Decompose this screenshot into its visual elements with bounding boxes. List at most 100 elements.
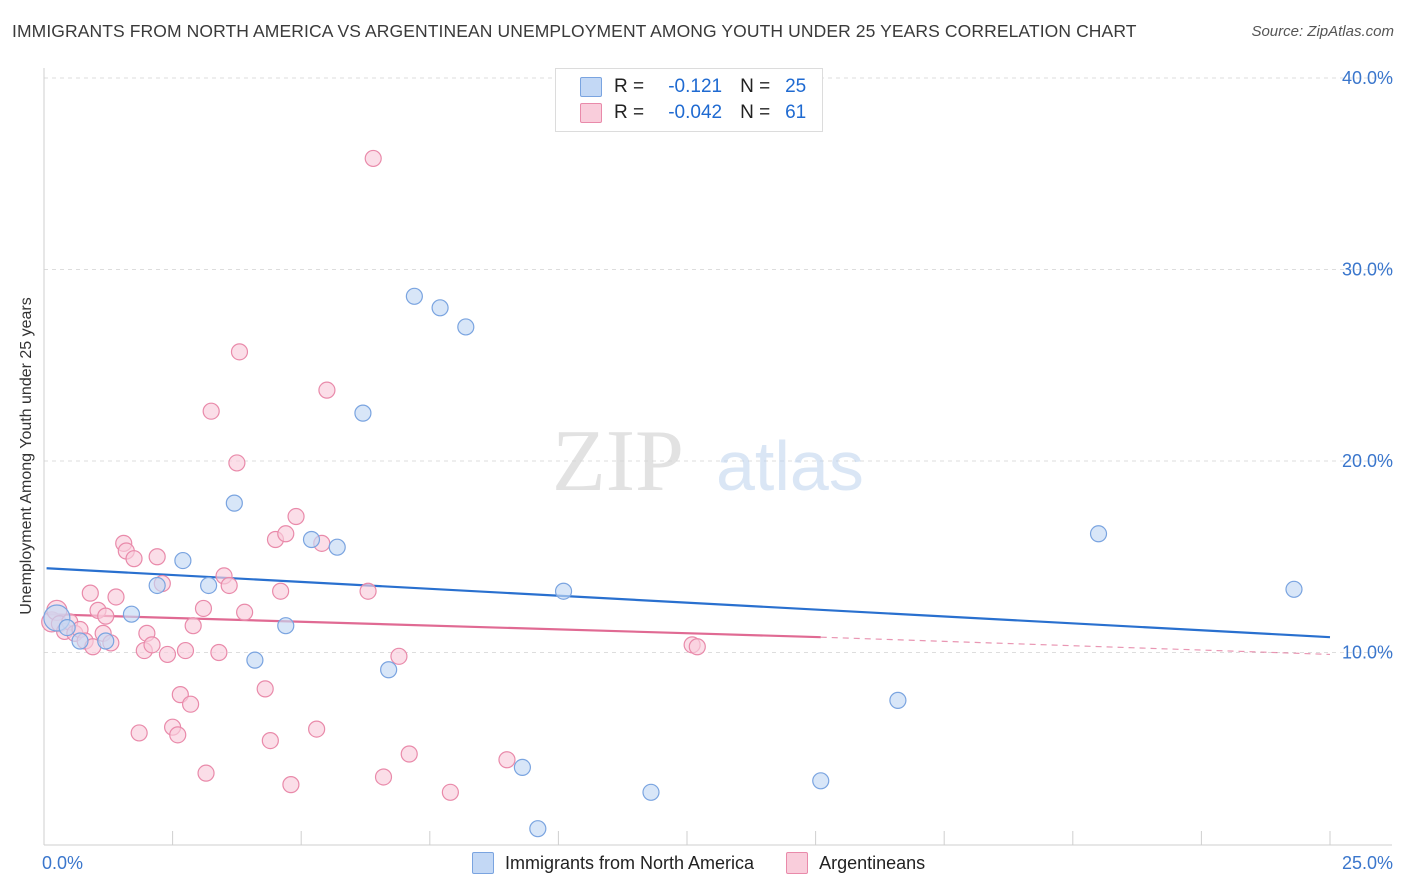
grid-lines [44, 77, 1392, 653]
point-argentineans [256, 680, 274, 698]
y-tick-label: 30.0% [1342, 260, 1393, 280]
point-north-america [431, 299, 449, 317]
point-argentineans [130, 724, 148, 742]
point-argentineans [182, 695, 200, 713]
point-north-america [554, 582, 573, 600]
point-argentineans [97, 607, 115, 625]
legend-swatch-blue [580, 77, 602, 97]
stats-legend: R = -0.121 N = 25 R = -0.042 N = 61 [555, 68, 823, 132]
point-argentineans [277, 525, 295, 543]
series-swatch-pink [786, 852, 809, 874]
point-argentineans [158, 645, 177, 664]
point-argentineans [107, 588, 125, 606]
point-north-america [457, 318, 475, 336]
point-argentineans [498, 751, 516, 769]
source-note: Source: ZipAtlas.com [1251, 23, 1394, 40]
point-north-america [642, 783, 660, 801]
point-argentineans [81, 584, 99, 602]
point-north-america [225, 494, 243, 512]
point-north-america [513, 758, 531, 777]
series-swatch-blue [472, 852, 494, 874]
point-argentineans [194, 599, 213, 618]
point-argentineans [287, 507, 305, 526]
series-label: Immigrants from North America [505, 852, 755, 873]
legend-n-label: N = [740, 102, 771, 123]
point-north-america [380, 661, 398, 679]
legend-r-label: R = [614, 102, 645, 123]
point-argentineans [359, 582, 377, 600]
point-argentineans [143, 636, 161, 654]
legend-r-value: -0.121 [668, 76, 723, 97]
chart-title: IMMIGRANTS FROM NORTH AMERICA VS ARGENTI… [12, 21, 1137, 41]
point-argentineans [272, 582, 290, 600]
point-argentineans [441, 783, 459, 801]
point-north-america [71, 632, 89, 650]
point-north-america [1285, 580, 1303, 598]
point-north-america [174, 551, 192, 570]
point-north-america [58, 619, 76, 637]
trend-line-north-america [46, 567, 1331, 639]
point-argentineans [230, 343, 249, 361]
series-legend-item: Argentineans [786, 852, 925, 874]
point-argentineans [261, 731, 279, 750]
point-argentineans [169, 726, 187, 744]
x-tick-label: 0.0% [42, 853, 83, 873]
legend-n-value: 61 [785, 102, 807, 123]
point-north-america [889, 691, 907, 709]
y-axis-label: Unemployment Among Youth under 25 years [18, 297, 35, 615]
legend-r-value: -0.042 [668, 102, 723, 123]
point-argentineans [364, 149, 382, 168]
legend-n-label: N = [740, 76, 771, 97]
point-argentineans [400, 745, 418, 763]
point-argentineans [148, 548, 166, 566]
watermark-zip: ZIP [552, 413, 684, 510]
point-north-america [328, 538, 346, 556]
x-tick-labels: 0.0% 25.0% [42, 853, 1393, 873]
point-north-america [529, 820, 547, 838]
point-north-america [812, 772, 830, 790]
y-tick-label: 10.0% [1342, 643, 1393, 663]
series-legend-item: Immigrants from North America [472, 852, 754, 874]
y-tick-label: 20.0% [1342, 451, 1393, 471]
point-argentineans [282, 776, 300, 794]
point-north-america [1089, 525, 1108, 543]
point-argentineans [184, 617, 202, 635]
legend-row-north-america: R = -0.121 N = 25 [580, 74, 806, 100]
point-argentineans [374, 768, 393, 786]
legend-r-label: R = [614, 76, 645, 97]
point-north-america [97, 632, 115, 650]
point-argentineans [688, 638, 706, 656]
point-north-america [277, 617, 295, 635]
point-argentineans [176, 641, 195, 660]
x-tick-label: 25.0% [1342, 853, 1393, 873]
data-points [41, 149, 1303, 838]
legend-swatch-pink [580, 103, 602, 123]
point-argentineans [236, 603, 254, 621]
point-argentineans [228, 454, 246, 472]
point-argentineans [125, 550, 143, 568]
point-north-america [354, 404, 372, 422]
trend-line-argentineans [46, 613, 821, 639]
legend-row-argentineans: R = -0.042 N = 61 [580, 100, 806, 126]
series-legend: Immigrants from North America Argentinea… [472, 852, 957, 874]
point-argentineans [220, 576, 238, 595]
point-north-america [405, 287, 423, 305]
series-label: Argentineans [819, 852, 926, 873]
point-argentineans [308, 720, 326, 738]
trend-line-argentineans-extension [820, 636, 1331, 656]
point-north-america [302, 530, 321, 549]
point-north-america [148, 576, 166, 595]
point-argentineans [197, 764, 215, 782]
point-argentineans [210, 643, 228, 662]
point-argentineans [202, 402, 220, 420]
watermark-atlas: atlas [716, 427, 864, 505]
y-tick-label: 40.0% [1342, 68, 1393, 88]
point-north-america [200, 576, 218, 595]
trend-lines [46, 567, 1331, 656]
point-north-america [122, 605, 141, 623]
axes [43, 68, 1392, 846]
point-argentineans [318, 381, 336, 399]
legend-n-value: 25 [785, 76, 807, 97]
y-tick-labels: 10.0% 20.0% 30.0% 40.0% [1342, 68, 1393, 663]
